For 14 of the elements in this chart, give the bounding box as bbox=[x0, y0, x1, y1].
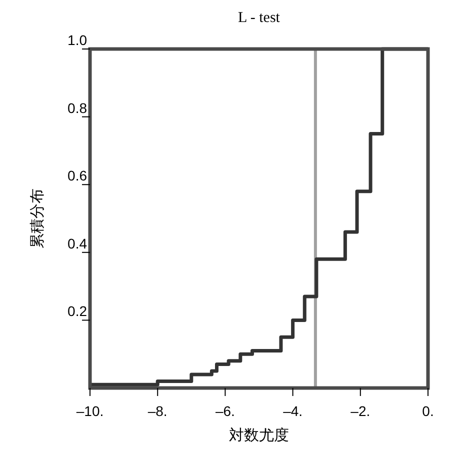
x-tick-label: –4. bbox=[283, 403, 303, 419]
x-axis-title: 対数尤度 bbox=[229, 426, 289, 444]
x-tick-label: –2. bbox=[350, 403, 370, 419]
x-tick-label: –6. bbox=[215, 403, 235, 419]
y-tick-label: 0.4 bbox=[68, 235, 88, 252]
chart-title: L - test bbox=[238, 10, 281, 26]
y-axis-title: 累積分布 bbox=[28, 188, 46, 248]
y-tick-label: 0.8 bbox=[68, 100, 88, 116]
y-tick-label: 0.6 bbox=[68, 168, 88, 184]
x-tick-label: –8. bbox=[148, 403, 168, 419]
x-tick-label: 0. bbox=[422, 403, 434, 419]
y-tick-label: 1.0 bbox=[68, 32, 88, 48]
y-tick-label: 0.2 bbox=[68, 303, 88, 320]
x-tick-label: –10. bbox=[76, 403, 104, 419]
